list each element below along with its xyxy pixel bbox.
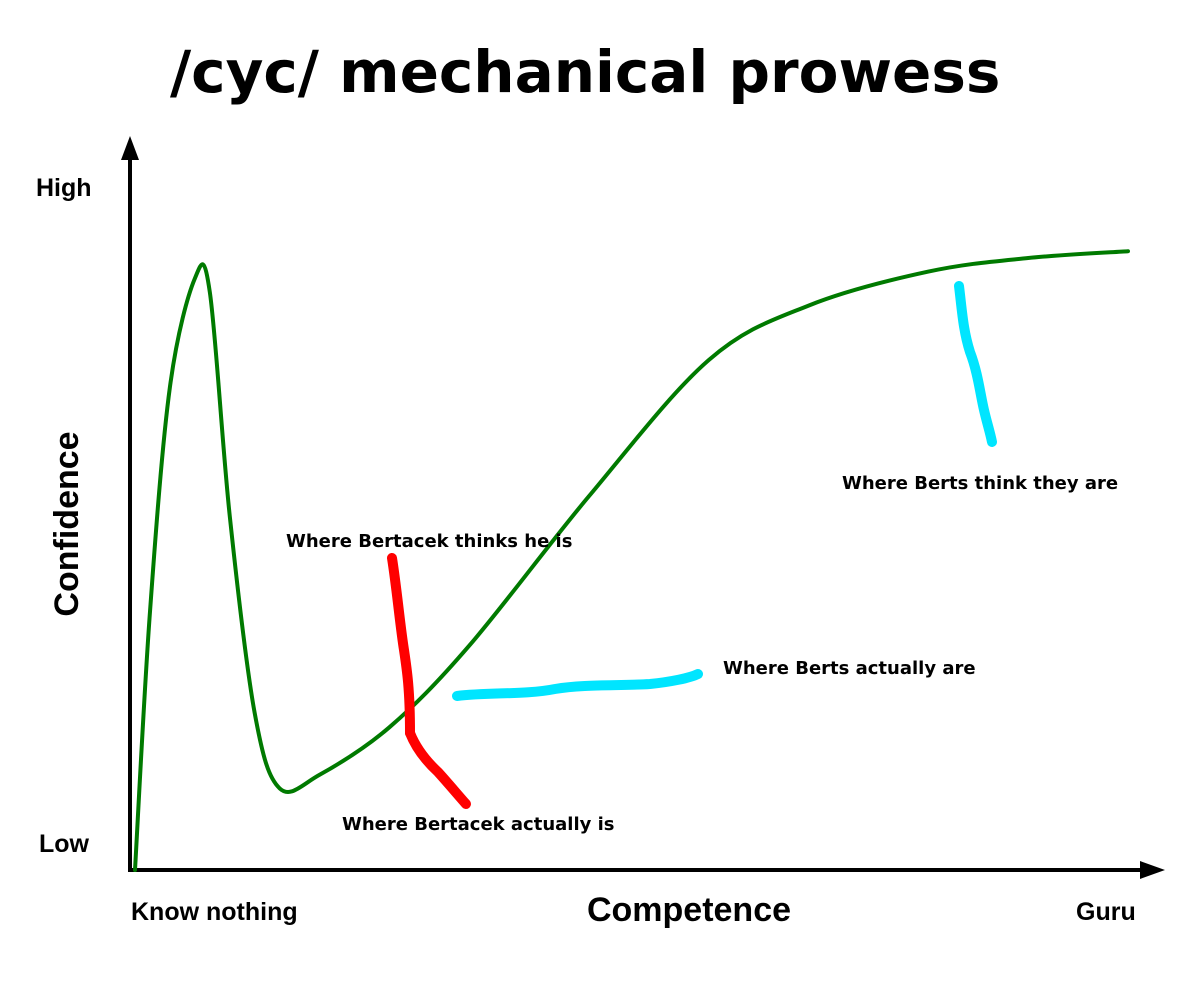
red-marker-stroke-thinks [387,553,415,738]
chart-title: /cyc/ mechanical prowess [170,38,1000,106]
annotation-berts-think: Where Berts think they are [842,473,1118,494]
annotation-bertacek-thinks: Where Bertacek thinks he is [286,531,572,552]
x-axis-arrow-icon [1140,861,1165,879]
series-line [133,249,1130,872]
annotation-bertacek-actually: Where Bertacek actually is [342,814,615,835]
cyan-marker-stroke-thinks [954,281,997,447]
x-axis-title: Competence [587,891,791,929]
red-marker-stroke-actually [405,728,471,809]
cyan-marker-stroke-actually [452,669,703,701]
x-tick-label-know-nothing: Know nothing [131,898,298,926]
y-axis-title: Confidence [48,431,86,616]
annotation-berts-actually: Where Berts actually are [723,658,976,679]
x-tick-label-guru: Guru [1076,898,1136,926]
y-axis-arrow-icon [121,136,139,160]
y-tick-label-high: High [36,174,92,202]
y-tick-label-low: Low [39,830,90,858]
